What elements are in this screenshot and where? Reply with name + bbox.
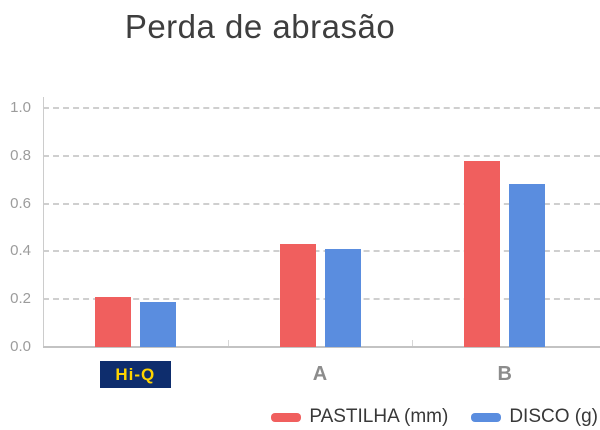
bar-pastilha-mm-hi-q bbox=[94, 297, 131, 347]
y-axis-line bbox=[43, 97, 44, 347]
y-axis-tick-label: 0.0 bbox=[10, 338, 31, 355]
gridline bbox=[43, 202, 600, 205]
legend-item-disco-g: DISCO (g) bbox=[471, 406, 598, 428]
chart-title: Perda de abrasão bbox=[124, 8, 396, 45]
x-axis-line bbox=[43, 346, 600, 348]
bar-disco-g-a bbox=[324, 249, 361, 347]
legend-swatch-icon bbox=[471, 412, 502, 422]
x-axis-tick bbox=[412, 340, 414, 346]
bar-disco-g-hi-q bbox=[139, 302, 176, 347]
gridline bbox=[43, 154, 600, 157]
bar-disco-g-b bbox=[509, 184, 546, 347]
category-label-b: B bbox=[497, 363, 512, 385]
bar-pastilha-mm-a bbox=[279, 244, 316, 347]
legend-label: DISCO (g) bbox=[509, 406, 598, 427]
gridline bbox=[43, 298, 600, 301]
legend-label: PASTILHA (mm) bbox=[309, 406, 449, 427]
gridline bbox=[43, 250, 600, 253]
y-axis-tick-label: 0.4 bbox=[10, 242, 31, 260]
y-axis-tick-label: 0.2 bbox=[10, 290, 31, 308]
bar-pastilha-mm-b bbox=[464, 161, 501, 347]
legend: PASTILHA (mm) DISCO (g) bbox=[271, 402, 598, 430]
legend-swatch-icon bbox=[271, 412, 302, 422]
legend-item-pastilha-mm: PASTILHA (mm) bbox=[271, 406, 448, 428]
y-axis-tick-label: 1.0 bbox=[10, 99, 31, 116]
gridline bbox=[43, 107, 600, 109]
category-logo-hi-q: Hi-Q bbox=[99, 361, 171, 388]
y-axis-tick-label: 0.8 bbox=[10, 146, 31, 164]
category-label-a: A bbox=[312, 363, 328, 385]
y-axis-tick-label: 0.6 bbox=[10, 194, 31, 212]
x-axis-tick bbox=[227, 340, 229, 346]
